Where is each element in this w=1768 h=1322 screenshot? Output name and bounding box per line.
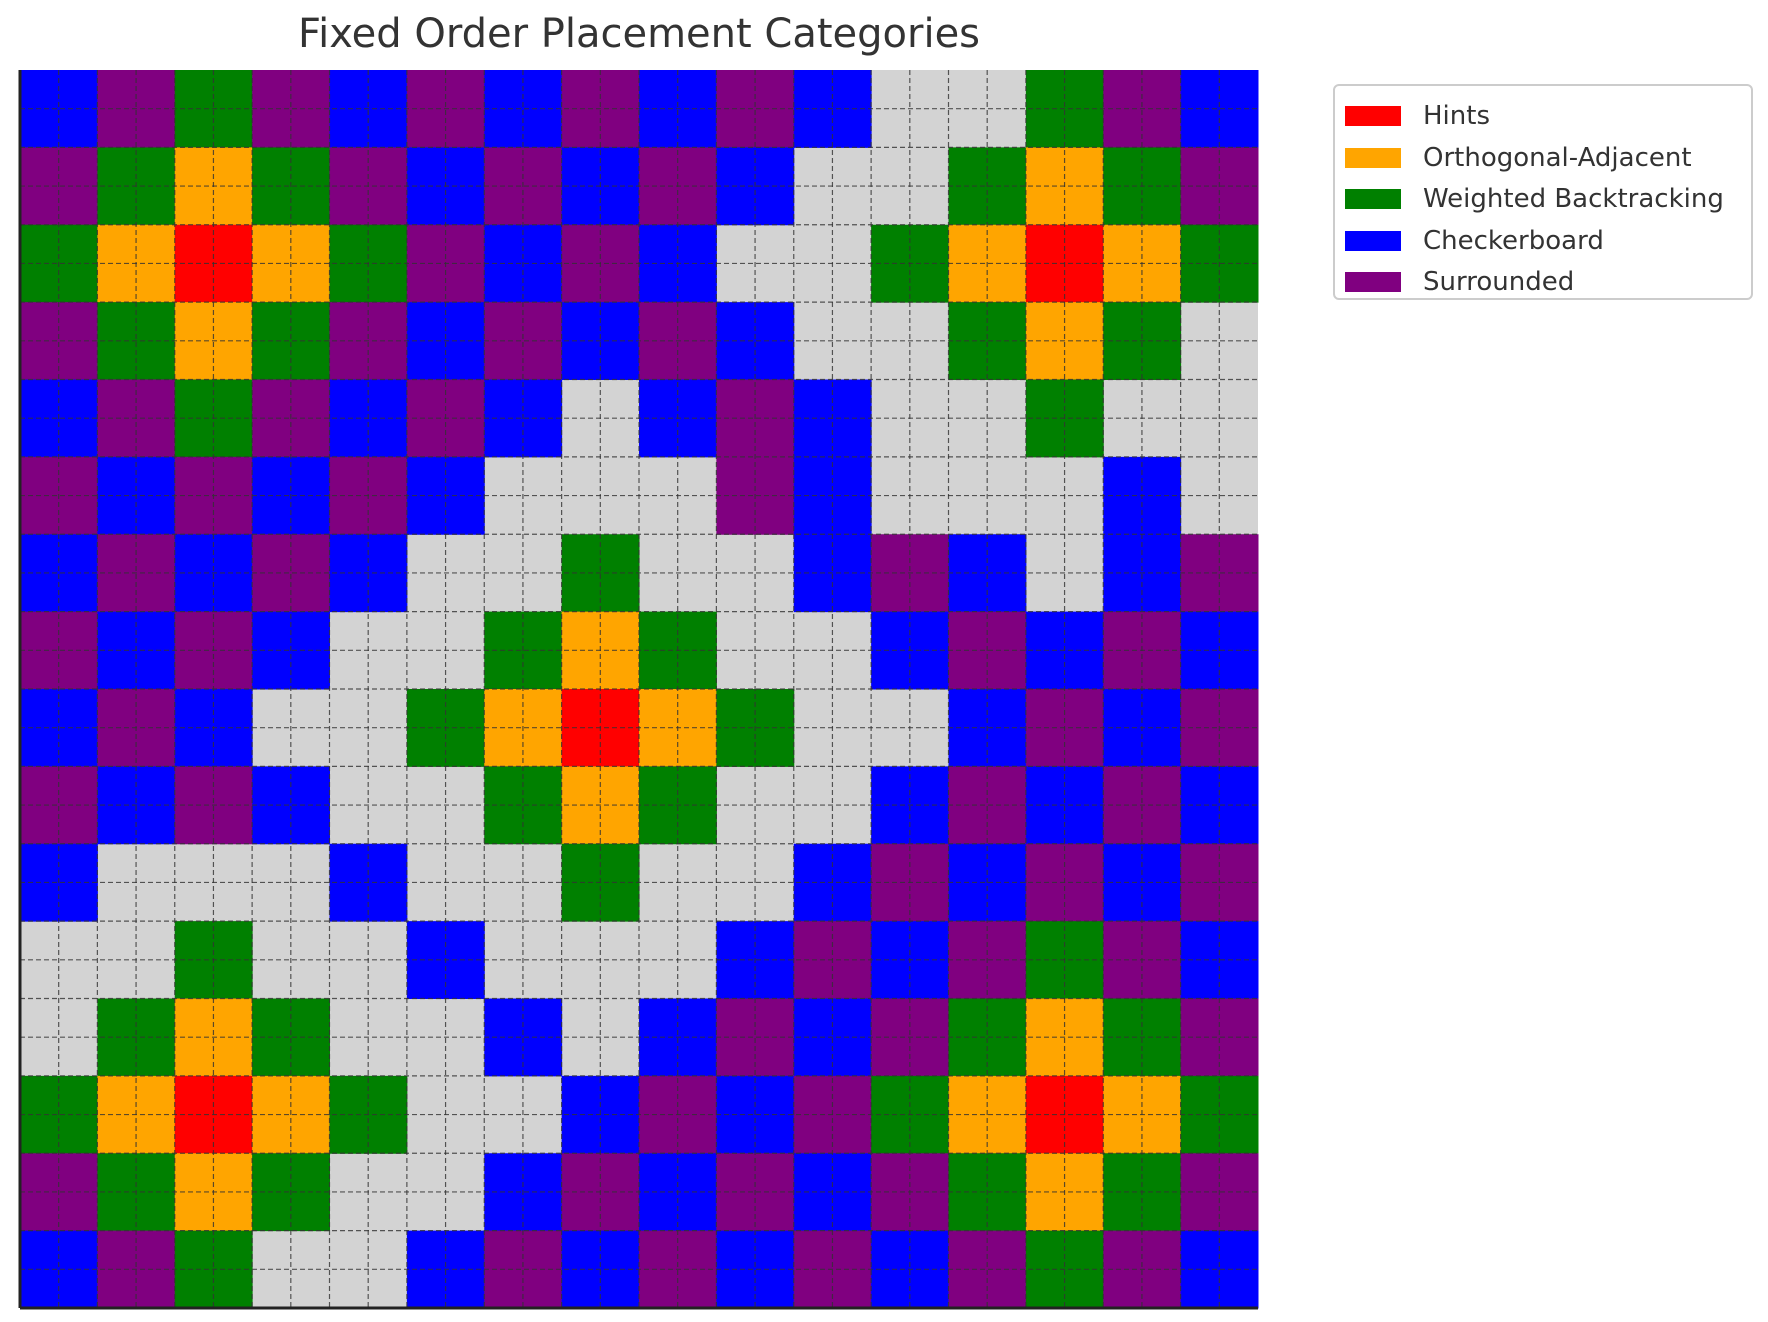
- legend-item: Weighted Backtracking: [1345, 179, 1724, 219]
- chart-title: Fixed Order Placement Categories: [297, 11, 981, 57]
- legend-item: Hints: [1345, 96, 1490, 136]
- legend-item: Orthogonal-Adjacent: [1345, 138, 1692, 178]
- legend-item: Surrounded: [1345, 262, 1574, 302]
- legend-label: Surrounded: [1423, 267, 1575, 297]
- legend-label: Hints: [1423, 101, 1490, 131]
- legend-swatch: [1345, 106, 1401, 126]
- legend-item: Checkerboard: [1345, 221, 1604, 261]
- legend-swatch: [1345, 272, 1401, 292]
- legend: Hints Orthogonal-Adjacent Weighted Backtra…: [1333, 84, 1753, 300]
- legend-swatch: [1345, 147, 1401, 168]
- gridlines: [20, 70, 1258, 1308]
- legend-swatch: [1345, 230, 1401, 251]
- legend-label: Orthogonal-Adjacent: [1423, 142, 1692, 173]
- legend-label: Weighted Backtracking: [1423, 184, 1724, 214]
- axis-spines: [18, 70, 1258, 1310]
- legend-label: Checkerboard: [1423, 225, 1604, 256]
- legend-swatch: [1345, 189, 1401, 209]
